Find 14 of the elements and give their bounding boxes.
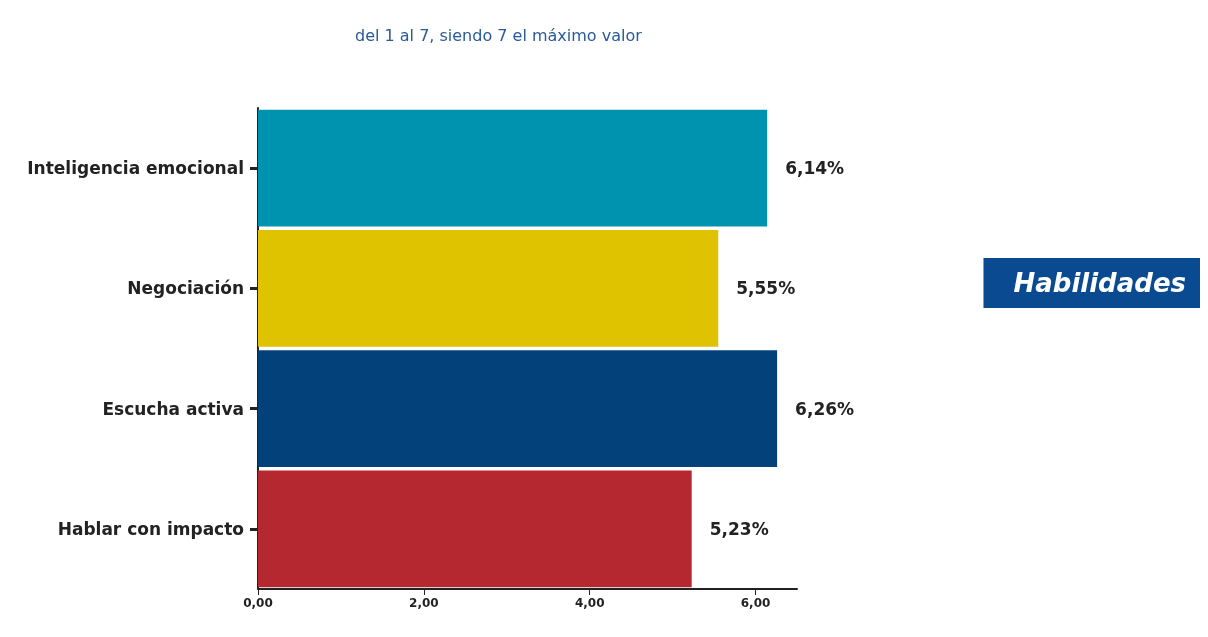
x-tick-label: 4,00 bbox=[574, 596, 605, 610]
data-label: 6,26% bbox=[795, 398, 855, 419]
y-tick-label: Negociación bbox=[127, 278, 244, 299]
data-label: 5,55% bbox=[736, 278, 796, 299]
x-tick-label: 2,00 bbox=[409, 596, 439, 610]
x-tick-label: 0,00 bbox=[243, 596, 273, 610]
chart-subtitle: del 1 al 7, siendo 7 el máximo valor bbox=[355, 25, 643, 45]
y-tick-label: Hablar con impacto bbox=[57, 518, 244, 539]
y-tick-label: Inteligencia emocional bbox=[27, 158, 244, 179]
text: Habilidades bbox=[1013, 268, 1186, 298]
y-tick-label: Escucha activa bbox=[102, 398, 244, 419]
x-tick-label: 6,00 bbox=[740, 596, 771, 610]
data-label: 6,14% bbox=[785, 158, 845, 179]
data-label: 5,23% bbox=[709, 518, 769, 539]
